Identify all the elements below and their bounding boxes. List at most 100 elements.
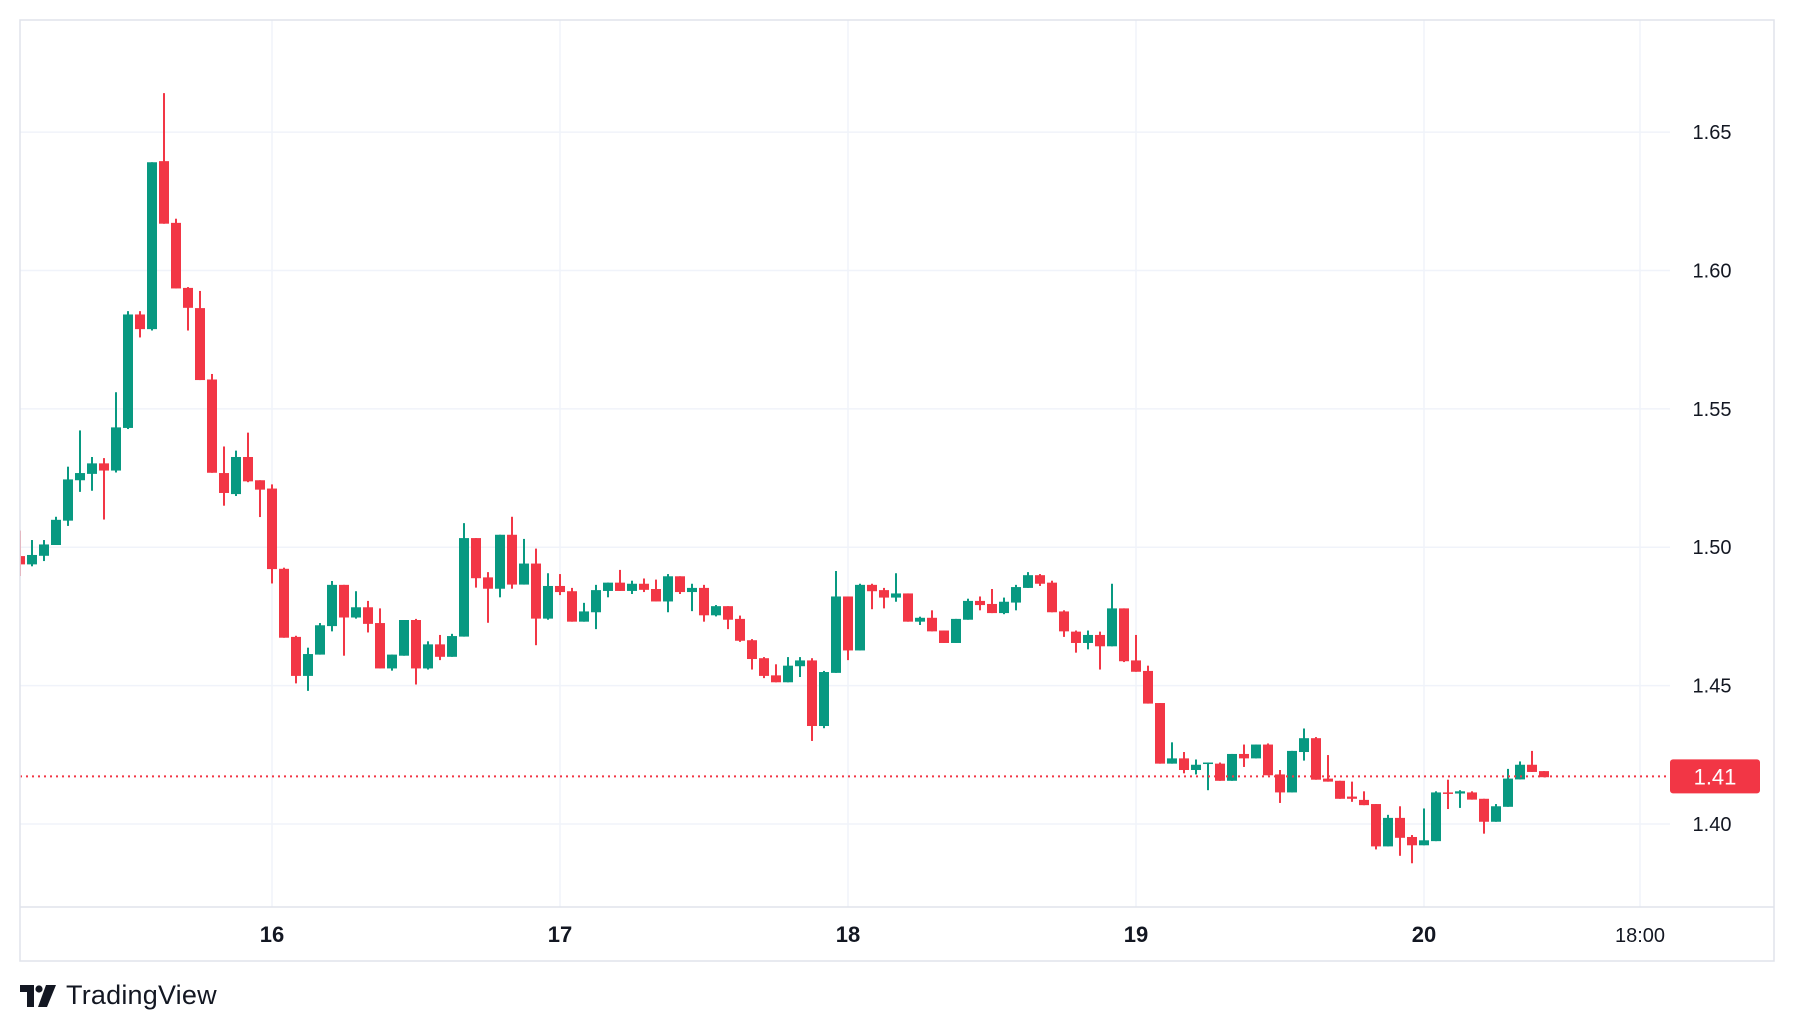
candle-body: [783, 665, 793, 683]
candle-body: [111, 427, 121, 471]
candle-body: [423, 644, 433, 669]
candle-body: [663, 576, 673, 602]
candle-down: [531, 548, 541, 646]
candle-up: [1431, 791, 1441, 842]
candle-up: [1455, 790, 1465, 808]
candle-down: [375, 608, 385, 669]
price-tick-label: 1.60: [1693, 260, 1732, 282]
candle-body: [447, 636, 457, 657]
candle-down: [1347, 781, 1357, 802]
candle-body: [1491, 806, 1501, 822]
candle-body: [459, 538, 469, 637]
candle-up: [27, 540, 37, 567]
candle-body: [123, 314, 133, 428]
candle-up: [399, 620, 409, 656]
candle-up: [1167, 742, 1177, 764]
candle-body: [1263, 744, 1273, 776]
candle-up: [819, 670, 829, 729]
candle-body: [639, 583, 649, 590]
time-tick-label: 18: [836, 922, 860, 947]
candle-down: [807, 658, 817, 741]
candle-up: [855, 583, 865, 651]
candle-up: [111, 392, 121, 473]
candle-body: [339, 584, 349, 618]
candle-up: [63, 466, 73, 526]
candle-up: [1083, 630, 1093, 650]
candle-up: [1503, 768, 1513, 807]
candle-body: [627, 583, 637, 591]
candle-up: [591, 584, 601, 630]
candle-down: [411, 618, 421, 685]
candle-body: [315, 625, 325, 655]
candle-down: [1071, 630, 1081, 653]
candle-down: [1095, 631, 1105, 670]
candle-body: [1347, 796, 1357, 799]
candle-body: [531, 563, 541, 619]
candle-down: [363, 600, 373, 633]
candle-body: [519, 563, 529, 585]
candle-down: [639, 578, 649, 593]
candle-body: [1299, 738, 1309, 753]
candle-down: [435, 634, 445, 661]
candle-up: [1251, 744, 1261, 759]
candle-down: [723, 606, 733, 630]
candle-body: [567, 591, 577, 622]
candle-body: [1443, 792, 1453, 794]
candle-down: [939, 630, 949, 643]
candle-down: [987, 589, 997, 614]
candle-body: [747, 640, 757, 660]
candle-up: [783, 657, 793, 683]
candle-down: [567, 587, 577, 622]
candle-body: [1359, 799, 1369, 806]
candle-down: [291, 635, 301, 684]
candle-body: [1155, 703, 1165, 764]
time-axis[interactable]: 16 17 18 19 20 18:00: [260, 922, 1665, 947]
candle-body: [1203, 762, 1213, 765]
candle-up: [1383, 814, 1393, 847]
candle-body: [219, 473, 229, 493]
candle-body: [291, 636, 301, 676]
candle-up: [1023, 572, 1033, 588]
candle-body: [1035, 575, 1045, 584]
candle-up: [1107, 583, 1117, 647]
candle-up: [891, 573, 901, 602]
candle-body: [1431, 792, 1441, 842]
candle-down: [1143, 665, 1153, 704]
price-tick-label: 1.50: [1693, 537, 1732, 559]
candle-body: [807, 660, 817, 727]
candle-body: [183, 287, 193, 308]
candle-body: [1131, 660, 1141, 672]
candle-down: [483, 572, 493, 623]
candle-down: [747, 639, 757, 670]
candle-body: [20, 556, 25, 565]
candle-down: [555, 574, 565, 596]
candle-body: [603, 582, 613, 591]
candle-up: [915, 616, 925, 625]
candle-body: [195, 308, 205, 381]
candle-body: [1215, 763, 1225, 781]
grid-lines: [20, 20, 1670, 907]
tradingview-logo[interactable]: TradingView: [20, 980, 217, 1011]
last-price-badge-bg: [1670, 759, 1760, 794]
candle-body: [723, 606, 733, 620]
candle-body: [471, 538, 481, 579]
candle-up: [423, 641, 433, 670]
candle-body: [1107, 608, 1117, 647]
candle-down: [1131, 634, 1141, 672]
candle-up: [51, 516, 61, 546]
candle-body: [543, 585, 553, 619]
candle-body: [1287, 750, 1297, 793]
candle-down: [99, 458, 109, 520]
time-tick-label: 18:00: [1615, 925, 1665, 947]
candle-body: [1083, 634, 1093, 643]
candle-down: [1443, 779, 1453, 810]
candle-body: [879, 590, 889, 598]
candle-body: [1539, 771, 1549, 778]
candle-body: [1455, 791, 1465, 794]
candle-body: [927, 617, 937, 632]
candle-down: [1215, 762, 1225, 781]
candle-down: [183, 287, 193, 331]
candle-up: [459, 523, 469, 637]
price-axis[interactable]: 1.40 1.45 1.50 1.55 1.60 1.65: [1693, 122, 1732, 836]
